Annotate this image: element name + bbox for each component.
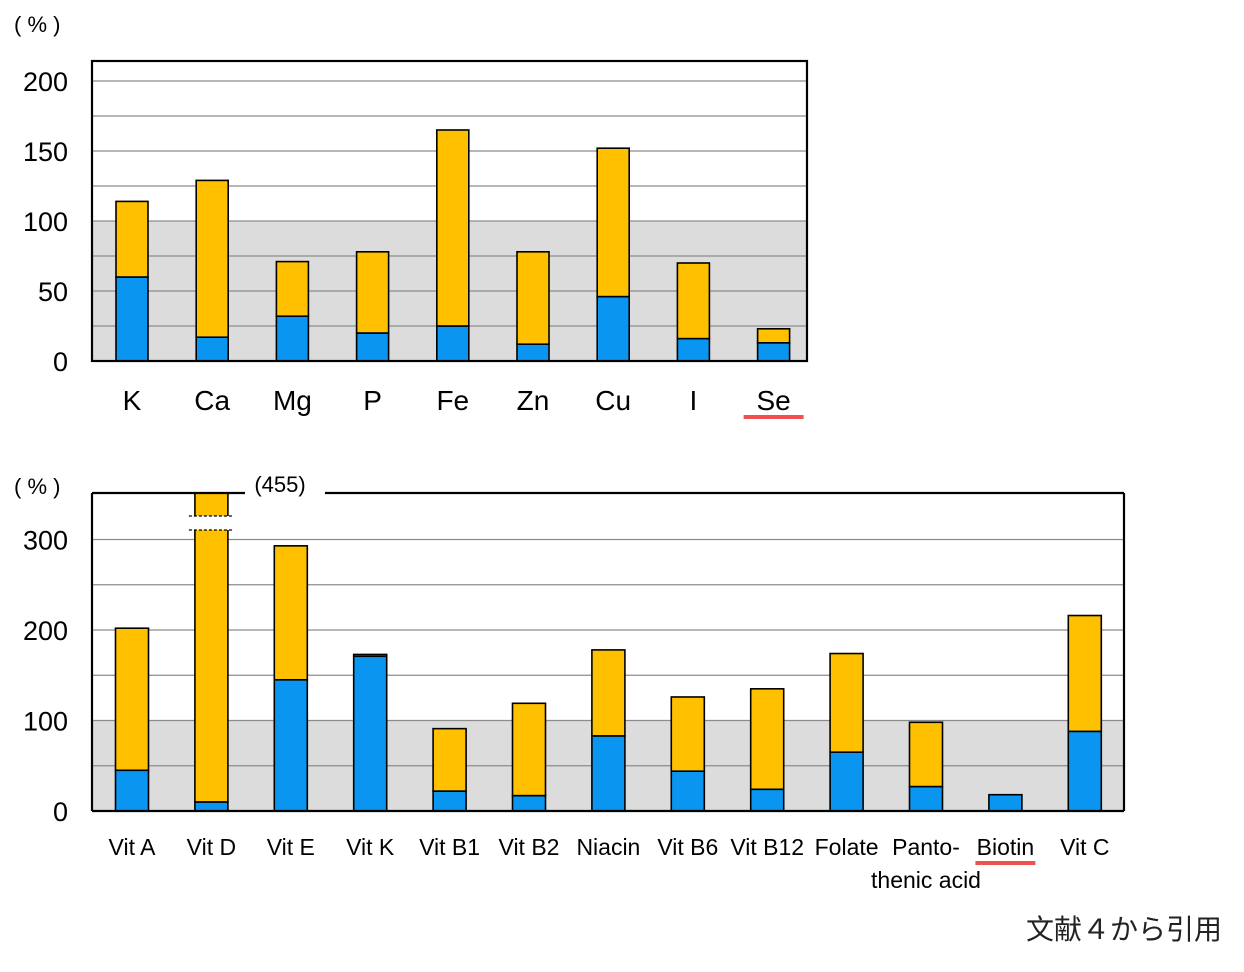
bar-vit-k-s1 [352,655,388,812]
bar-vit-a-s2 [114,627,150,772]
bar-vit-a-s1 [114,769,150,812]
bar-k-s1 [115,276,149,362]
bar-ca-s1 [195,336,229,362]
bar-zn-s1 [516,343,550,362]
unit-label: ( % ) [14,474,60,499]
tick-label-x: Vit C [1060,834,1109,860]
bar-fe-s2 [435,129,470,327]
tick-label-x: Fe [436,385,469,416]
bar-ca-s2 [195,179,229,338]
tick-label-y: 100 [23,707,68,737]
bar-mg-s2 [275,260,310,318]
bar-folate-s2 [829,652,864,753]
bar-se-s1 [756,341,791,362]
bar-vit-d-s2 [194,492,229,803]
bar-cu-s2 [596,147,631,298]
tick-label-y: 0 [53,797,68,827]
bar-vit-b6-s1 [670,770,706,812]
source-note: 文献４から引用 [1025,913,1222,946]
bar-p-s1 [355,332,390,362]
tick-label-y: 300 [23,526,68,556]
bar-vit-c-s1 [1067,730,1103,812]
tick-label-x: Ca [194,385,230,416]
bar-vit-b6-s2 [670,696,706,772]
chart-1: K Ca Mg P Fe Zn Cu I Se 0 50 100 150 200 ( % ) [14,12,809,419]
bar-vit-e-s2 [273,545,309,681]
bar-niacin-s2 [591,649,626,737]
tick-label-x: Vit E [267,834,315,860]
axis-break-gap [188,516,234,530]
tick-label-y: 0 [53,347,68,377]
bar-vit-d-s1 [194,801,229,812]
tick-label-x: Cu [595,385,631,416]
bar-fe-s1 [435,325,470,362]
bar-vit-b2-s1 [511,794,547,812]
bar-niacin-s1 [591,735,626,812]
bar-vit-b1-s2 [432,727,467,792]
tick-label-x: Vit B2 [499,834,560,860]
bar-vit-b1-s1 [432,790,467,812]
tick-label-x: Biotin [977,834,1035,860]
bar-vit-b12-s1 [749,788,785,812]
tick-label-y: 100 [23,207,68,237]
axis-break-label: (455) [254,472,305,497]
bar-folate-s1 [829,751,864,812]
tick-label-x: Vit B12 [730,834,804,860]
tick-label-y: 50 [38,277,68,307]
tick-label-x: Vit A [109,834,157,860]
bar-i-s2 [676,262,711,340]
bar-cu-s1 [596,295,631,362]
bar-vit-c-s2 [1067,614,1103,733]
tick-label-x: Se [756,385,790,416]
bar-vit-k-s2 [352,653,388,658]
bar-mg-s1 [275,315,310,362]
tick-label-y: 200 [23,616,68,646]
bar-panto--thenic-acid-s2 [908,721,944,788]
tick-label-x: Niacin [576,834,640,860]
bar-i-s1 [676,337,711,362]
tick-label-x: Mg [273,385,312,416]
tick-label-y: 200 [23,67,68,97]
chart-2: Vit A Vit D Vit E Vit K Vit B1 Vit B2 Niacin Vi… [14,472,1126,893]
bar-zn-s2 [516,251,550,346]
tick-label-x: Folate [815,834,879,860]
tick-label-y: 150 [23,137,68,167]
tick-label-x: Zn [517,385,550,416]
tick-label-x: Vit B6 [657,834,718,860]
tick-label-x: I [690,385,698,416]
bar-panto--thenic-acid-s1 [908,785,944,812]
bar-se-s2 [756,327,791,344]
bar-vit-b12-s2 [749,688,785,791]
tick-label-x: Panto-thenic acid [871,834,981,893]
tick-label-x: K [123,385,142,416]
bar-vit-b2-s2 [511,702,547,797]
bar-p-s2 [355,251,390,334]
bar-k-s2 [115,200,149,278]
tick-label-x: P [363,385,382,416]
tick-label-x: Vit D [187,834,236,860]
bar-biotin-s1 [988,793,1023,812]
unit-label: ( % ) [14,12,60,37]
tick-label-x: Vit K [346,834,395,860]
tick-label-x: Vit B1 [419,834,480,860]
plot-frame [90,59,809,363]
bar-vit-e-s1 [273,678,309,812]
